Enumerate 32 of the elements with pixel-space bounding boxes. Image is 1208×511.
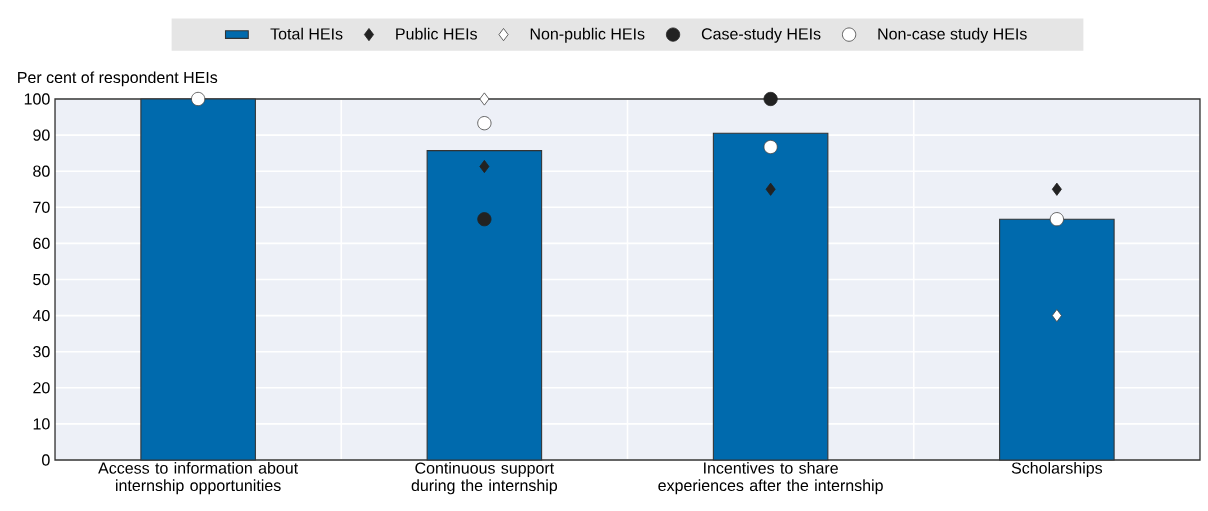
legend-label: Non-case study HEIs — [878, 27, 1027, 43]
point — [1051, 309, 1062, 323]
y-tick-label: 100 — [24, 93, 50, 105]
y-axis-title: Per cent of respondent HEIs — [18, 71, 218, 87]
legend-label: Case-study HEIs — [701, 27, 821, 43]
point — [763, 91, 778, 107]
point — [479, 92, 490, 106]
x-tick-label: Incentives to share experiences after the internship — [658, 462, 883, 495]
x-tick-label: Scholarships — [1011, 462, 1103, 477]
point — [191, 91, 206, 107]
y-tick-label: 20 — [33, 382, 50, 394]
y-tick-label: 30 — [33, 346, 50, 358]
y-tick-label: 0 — [42, 454, 50, 466]
y-tick-label: 70 — [33, 201, 50, 213]
point — [765, 182, 776, 196]
point — [477, 212, 492, 227]
point — [763, 139, 778, 155]
y-tick-label: 60 — [33, 237, 50, 250]
legend-label: Non-public HEIs — [530, 27, 645, 43]
y-tick-label: 10 — [33, 418, 50, 430]
x-tick-label: Continuous support during the internship — [411, 462, 558, 495]
y-tick-label: 90 — [33, 129, 50, 141]
y-tick-label: 80 — [33, 165, 50, 177]
point — [1051, 182, 1062, 196]
y-tick-label: 50 — [33, 273, 50, 286]
point — [477, 116, 492, 131]
x-tick-label: Access to information about internship opportunities — [98, 462, 299, 495]
legend-label: Public HEIs — [396, 27, 477, 40]
point — [1049, 212, 1064, 227]
point — [479, 159, 490, 174]
y-tick-label: 40 — [32, 309, 50, 322]
legend-label: Total HEIs — [270, 27, 343, 40]
